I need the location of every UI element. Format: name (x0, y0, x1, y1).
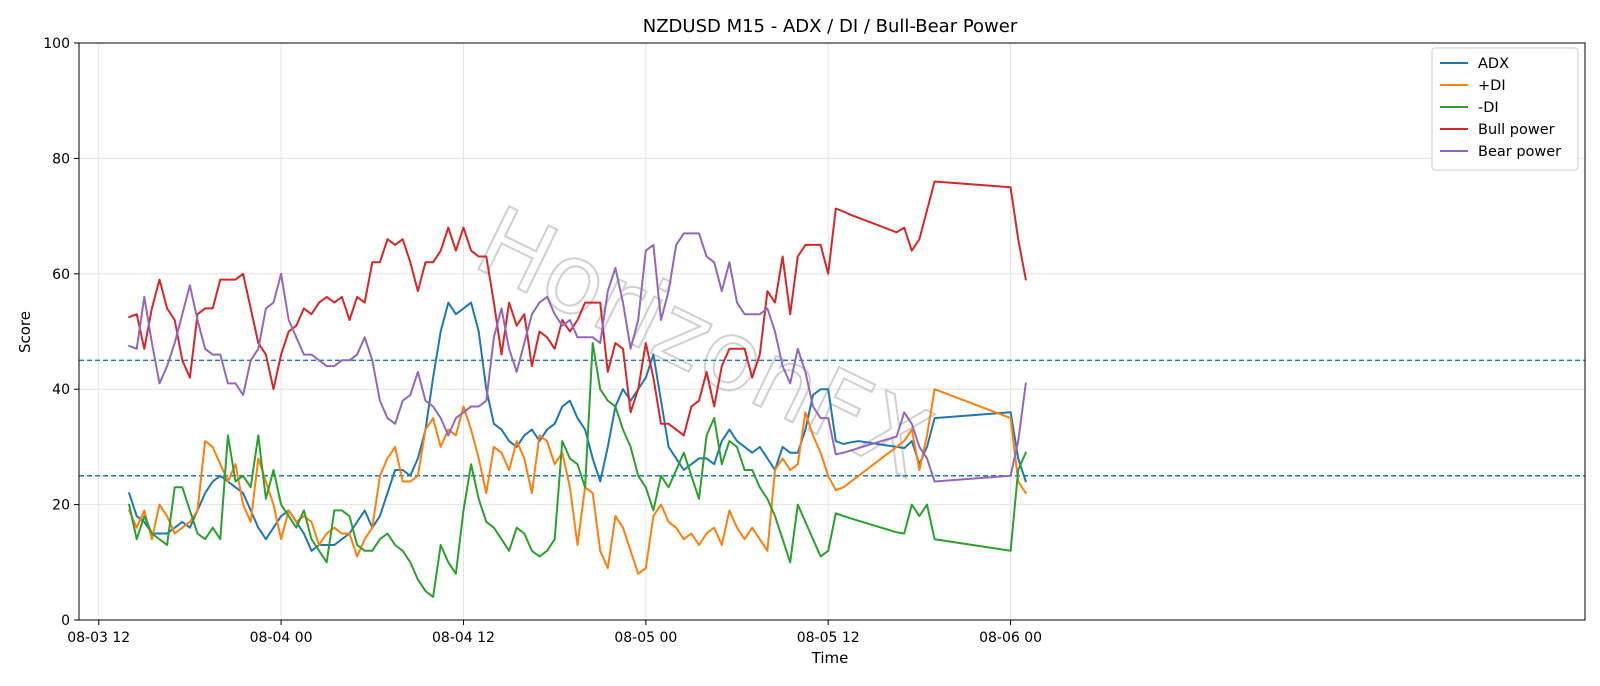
x-tick-label: 08-04 12 (432, 630, 495, 646)
chart-title: NZDUSD M15 - ADX / DI / Bull-Bear Power (643, 16, 1018, 37)
series-line-di (128, 388, 1027, 575)
reference-lines (79, 359, 1585, 477)
plot-frame (78, 42, 1586, 621)
x-tick-label: 08-05 12 (797, 630, 860, 646)
legend-label: +DI (1478, 78, 1506, 94)
y-tick-label: 60 (52, 267, 70, 283)
y-tick-label: 0 (61, 613, 70, 629)
legend-label: ADX (1478, 56, 1509, 72)
series-line-di (128, 342, 1027, 598)
y-tick-label: 80 (52, 151, 70, 167)
legend-box (1431, 47, 1579, 171)
y-axis-ticks: 0 20 40 60 80 100 (43, 36, 79, 629)
x-tick-label: 08-04 00 (250, 630, 313, 646)
legend-label: -DI (1478, 100, 1499, 116)
legend: ADX +DI -DI Bull power Bear power (1431, 47, 1579, 171)
x-axis-label: Time (811, 649, 849, 667)
y-tick-label: 100 (43, 36, 70, 52)
legend-label: Bear power (1478, 144, 1561, 160)
series-line-bull-power (128, 180, 1027, 437)
series-line-adx (128, 301, 1027, 552)
y-tick-label: 40 (52, 382, 70, 398)
y-axis-label: Score (16, 311, 34, 353)
x-axis-ticks: 08-03 12 08-04 00 08-04 12 08-05 00 08-05 12… (67, 620, 1042, 646)
series-line-bear-power (128, 232, 1027, 483)
y-tick-label: 20 (52, 498, 70, 514)
legend-label: Bull power (1478, 122, 1555, 138)
series-lines (128, 180, 1027, 598)
x-tick-label: 08-06 00 (979, 630, 1042, 646)
x-tick-label: 08-05 00 (614, 630, 677, 646)
x-tick-label: 08-03 12 (67, 630, 130, 646)
